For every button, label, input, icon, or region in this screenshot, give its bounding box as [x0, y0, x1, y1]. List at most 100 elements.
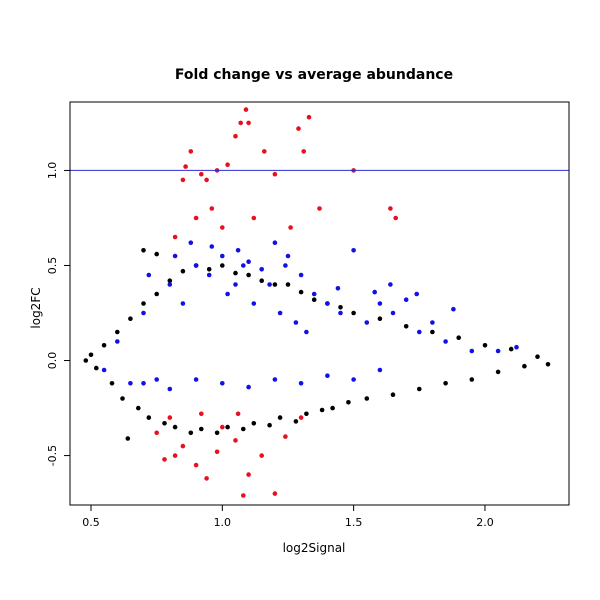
data-point-black-53 — [508, 346, 514, 352]
data-point-black-1 — [88, 352, 94, 358]
data-point-red-7 — [209, 206, 215, 211]
data-point-red-12 — [238, 120, 243, 126]
data-point-black-30 — [277, 415, 283, 420]
data-point-blue-6 — [180, 301, 186, 306]
data-point-blue-45 — [325, 373, 330, 379]
data-point-blue-51 — [209, 244, 215, 249]
data-point-red-20 — [301, 149, 307, 154]
data-point-black-43 — [377, 316, 383, 322]
data-point-black-36 — [319, 407, 325, 413]
data-point-blue-4 — [154, 377, 159, 382]
data-point-red-13 — [243, 107, 249, 112]
data-point-black-11 — [154, 291, 159, 297]
data-point-red-27 — [167, 415, 173, 420]
data-point-blue-56 — [388, 282, 393, 287]
data-point-blue-11 — [233, 282, 238, 287]
data-point-black-18 — [199, 426, 204, 432]
data-point-black-58 — [154, 251, 159, 257]
data-point-blue-29 — [390, 310, 396, 316]
data-point-blue-9 — [220, 253, 225, 259]
data-point-black-38 — [330, 405, 335, 411]
data-point-blue-43 — [272, 377, 278, 382]
data-point-red-42 — [214, 449, 220, 455]
data-point-red-17 — [272, 171, 278, 177]
data-point-blue-57 — [414, 291, 420, 297]
data-point-black-27 — [259, 278, 265, 284]
data-point-black-34 — [304, 411, 309, 417]
data-point-blue-25 — [338, 310, 343, 316]
data-point-red-40 — [298, 415, 304, 420]
data-point-black-9 — [141, 301, 146, 306]
data-point-red-11 — [233, 133, 238, 139]
data-point-red-2 — [183, 164, 188, 169]
data-point-black-13 — [167, 278, 173, 284]
data-point-blue-5 — [167, 282, 173, 287]
data-point-blue-27 — [364, 320, 370, 325]
data-point-black-16 — [188, 430, 194, 436]
data-point-blue-26 — [351, 248, 356, 253]
data-point-blue-49 — [172, 253, 178, 259]
data-point-blue-37 — [514, 344, 519, 350]
data-point-blue-12 — [241, 263, 246, 268]
data-point-black-21 — [220, 263, 225, 268]
data-point-red-36 — [246, 472, 251, 477]
data-point-red-6 — [204, 177, 209, 183]
data-point-red-39 — [283, 434, 288, 439]
data-point-black-8 — [136, 405, 141, 411]
data-point-blue-32 — [430, 320, 435, 325]
data-point-red-4 — [193, 215, 199, 221]
data-point-blue-20 — [293, 320, 299, 325]
data-point-blue-10 — [225, 291, 230, 297]
data-point-red-37 — [259, 453, 265, 458]
x-axis: 0.5 1.0 1.5 2.0 — [82, 504, 494, 529]
data-point-blue-41 — [220, 381, 225, 386]
data-point-black-40 — [346, 400, 351, 405]
data-point-red-26 — [154, 430, 159, 436]
data-point-blue-13 — [246, 259, 251, 265]
data-point-red-29 — [180, 443, 186, 449]
data-point-black-22 — [225, 424, 230, 430]
data-point-red-15 — [251, 215, 257, 221]
data-point-black-12 — [162, 421, 167, 426]
data-point-blue-40 — [193, 377, 199, 382]
data-point-red-32 — [204, 476, 209, 481]
data-point-black-46 — [417, 386, 422, 392]
data-point-black-28 — [267, 422, 272, 428]
data-point-black-39 — [338, 305, 343, 310]
data-point-black-32 — [293, 419, 299, 424]
data-point-blue-7 — [193, 263, 199, 268]
data-point-red-5 — [199, 171, 204, 177]
data-point-red-9 — [220, 225, 225, 230]
data-point-black-3 — [101, 343, 107, 348]
data-point-black-4 — [109, 381, 115, 386]
data-point-blue-1 — [115, 339, 120, 344]
data-point-black-59 — [125, 436, 131, 441]
data-point-red-19 — [296, 126, 301, 131]
data-point-red-14 — [246, 120, 251, 126]
points-layer — [83, 107, 551, 498]
data-point-blue-38 — [141, 381, 146, 386]
data-point-blue-52 — [235, 248, 241, 253]
data-point-blue-53 — [283, 263, 288, 268]
y-axis: -0.5 0.0 0.5 1.0 — [46, 162, 71, 466]
data-point-red-34 — [233, 438, 238, 443]
data-point-blue-21 — [298, 272, 304, 278]
data-point-black-47 — [430, 329, 435, 335]
data-point-blue-48 — [146, 272, 152, 278]
data-point-blue-23 — [311, 291, 317, 297]
data-point-black-5 — [115, 329, 120, 335]
data-point-black-49 — [456, 335, 462, 341]
data-point-blue-24 — [325, 301, 330, 306]
data-point-blue-16 — [267, 282, 272, 287]
data-point-blue-18 — [277, 310, 283, 316]
data-point-red-0 — [172, 234, 178, 240]
data-point-red-30 — [193, 462, 199, 468]
data-point-black-51 — [482, 343, 488, 348]
data-point-black-31 — [285, 282, 291, 287]
data-point-red-10 — [225, 162, 230, 167]
data-point-black-2 — [94, 365, 99, 371]
data-point-black-25 — [246, 272, 251, 278]
data-point-black-15 — [180, 268, 186, 274]
data-point-red-33 — [220, 424, 225, 430]
